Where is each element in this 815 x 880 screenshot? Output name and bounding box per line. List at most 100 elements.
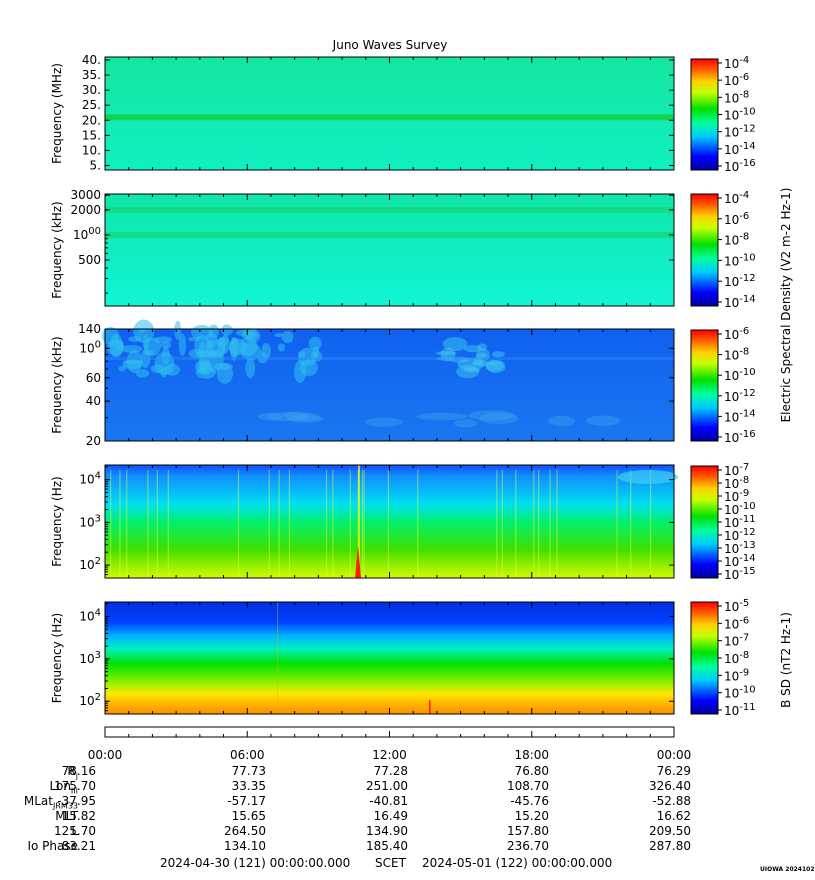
colorbar-tick-label: 10-12 [724, 527, 756, 543]
spectrogram-panel-3 [101, 319, 722, 442]
ephemeris-label: Rj [67, 764, 78, 781]
colorbar-tick-label: 10-9 [724, 488, 749, 504]
emission-patch [245, 357, 256, 379]
burst-line [533, 470, 535, 578]
emission-patch [463, 345, 482, 353]
ephemeris-value: -37.95 [57, 794, 96, 808]
colorbar-tick-label: 10-10 [724, 367, 756, 383]
y-tick-label: 20. [82, 113, 101, 127]
ephemeris-value: 125.70 [54, 824, 96, 838]
colorbar-tick-label: 10-11 [724, 514, 756, 530]
emission-patch [618, 470, 678, 484]
colorbar-tick-label: 10-8 [724, 232, 749, 248]
colorbar-tick-label: 10-10 [724, 252, 756, 268]
ephemeris-value: -52.88 [652, 794, 691, 808]
ephemeris-value: 15.82 [61, 809, 96, 823]
emission-band [105, 357, 674, 360]
emission-patch [283, 411, 309, 420]
burst-line [332, 470, 334, 578]
colorbar-tick-label: 10-10 [724, 107, 756, 123]
colorbar-tick-label: 10-10 [724, 685, 756, 701]
ephemeris-value: 83.21 [61, 839, 96, 853]
emission-patch [205, 333, 218, 348]
colorbar-tick-label: 10-7 [724, 462, 749, 478]
burst-line [277, 602, 279, 714]
uiowa-stamp: UIOWA 20241027 [760, 866, 815, 873]
y-axis-label: Frequency (Hz) [50, 613, 64, 704]
y-tick-label: 1000 [73, 226, 101, 242]
burst-line [501, 470, 503, 578]
colorbar-label-magnetic: B SD (nT2 Hz-1) [779, 612, 793, 708]
y-axis-label: Frequency (Hz) [50, 476, 64, 567]
ephemeris-value: 76.80 [514, 764, 549, 778]
time-tick-label: 06:00 [229, 748, 265, 762]
emission-patch [128, 336, 142, 342]
emission-patch [164, 363, 180, 376]
y-tick-label: 104 [79, 471, 101, 487]
colorbar-tick-label: 10-8 [724, 89, 749, 105]
burst-line [556, 470, 558, 578]
emission-patch [187, 336, 201, 342]
emission-patch [364, 417, 403, 427]
emission-patch [436, 356, 454, 361]
colorbar-tick-label: 10-11 [724, 702, 756, 718]
colorbar-tick-label: 10-6 [724, 326, 749, 342]
colorbar [690, 329, 719, 442]
emission-patch [118, 365, 126, 372]
y-tick-label: 5. [90, 158, 101, 172]
emission-band [105, 114, 674, 121]
emission-patch [217, 337, 229, 346]
spectrogram-panel-5 [104, 601, 722, 715]
emission-patch [298, 347, 317, 366]
emission-patch [138, 328, 146, 333]
colorbar-tick-label: 10-4 [724, 55, 749, 71]
colorbar-tick-label: 10-16 [724, 158, 756, 174]
emission-patch [308, 336, 322, 351]
colorbar-tick-label: 10-14 [724, 294, 756, 310]
emission-patch [142, 334, 150, 351]
ephemeris-value: 77.73 [231, 764, 266, 778]
spectrogram-fill [105, 602, 674, 714]
ephemeris-value: 326.40 [649, 779, 691, 793]
emission-patch [178, 333, 187, 357]
ephemeris-value: 33.35 [231, 779, 266, 793]
emission-patch [287, 415, 325, 423]
burst-line [110, 470, 112, 578]
burst-line [616, 470, 618, 578]
colorbar-tick-label: 10-12 [724, 124, 756, 140]
y-axis-label: Frequency (kHz) [50, 201, 64, 298]
ephemeris-value: 16.49 [373, 809, 408, 823]
colorbar-tick-label: 10-8 [724, 650, 749, 666]
burst-peak [355, 545, 361, 578]
colorbar-tick-label: 10-12 [724, 388, 756, 404]
burst-line [126, 470, 128, 578]
emission-patch [140, 349, 151, 368]
y-tick-label: 60 [86, 371, 101, 385]
ephemeris-value: -45.76 [510, 794, 549, 808]
y-tick-label: 30. [82, 83, 101, 97]
burst-line [387, 470, 390, 578]
emission-patch [174, 320, 182, 340]
emission-patch [135, 369, 150, 378]
burst-line [119, 470, 121, 578]
ephemeris-value: 157.80 [507, 824, 549, 838]
time-tick-label: 00:00 [87, 748, 123, 762]
emission-patch [491, 351, 505, 358]
emission-patch [457, 357, 485, 371]
y-tick-label: 10. [82, 143, 101, 157]
y-tick-label: 102 [79, 692, 101, 708]
ephemeris-value: -57.17 [227, 794, 266, 808]
emission-patch [257, 412, 283, 421]
burst-line [630, 470, 632, 578]
burst-line [363, 470, 365, 578]
ephemeris-label: MLT [55, 809, 78, 823]
burst-line [237, 470, 240, 578]
ephemeris-value: 76.29 [656, 764, 691, 778]
scet-label: SCET [375, 856, 406, 870]
ephemeris-label: Io Phase [27, 839, 78, 853]
colorbar-tick-label: 10-8 [724, 475, 749, 491]
y-tick-label: 103 [79, 650, 101, 666]
emission-patch [281, 330, 294, 344]
ephemeris-value: 134.90 [366, 824, 408, 838]
